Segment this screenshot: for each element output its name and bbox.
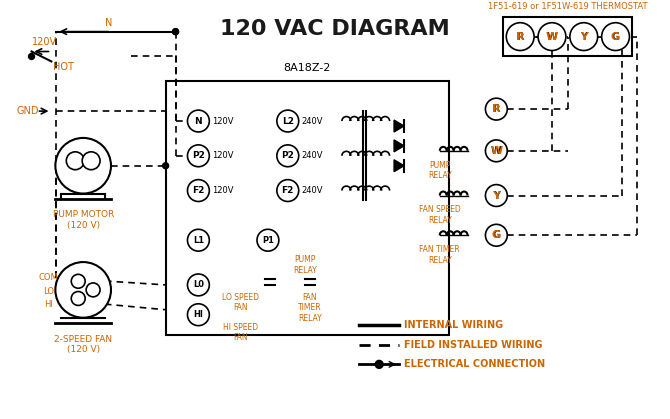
Circle shape: [486, 98, 507, 120]
Text: HI: HI: [44, 300, 53, 309]
Text: G: G: [611, 31, 620, 41]
Text: 2-SPEED FAN
(120 V): 2-SPEED FAN (120 V): [54, 335, 113, 354]
Circle shape: [486, 185, 507, 207]
Circle shape: [257, 229, 279, 251]
Text: P2: P2: [281, 151, 294, 160]
Text: PUMP
RELAY: PUMP RELAY: [293, 255, 316, 274]
Text: G: G: [492, 230, 501, 240]
Text: R: R: [517, 31, 524, 41]
Text: N: N: [105, 18, 113, 28]
Text: FAN
TIMER
RELAY: FAN TIMER RELAY: [297, 293, 322, 323]
Text: 1F51-619 or 1F51W-619 THERMOSTAT: 1F51-619 or 1F51W-619 THERMOSTAT: [488, 2, 648, 11]
Text: INTERNAL WIRING: INTERNAL WIRING: [404, 320, 503, 330]
Text: GND: GND: [17, 106, 39, 116]
Circle shape: [538, 23, 566, 51]
Text: HI: HI: [194, 310, 203, 319]
Text: W: W: [490, 146, 502, 156]
Text: 120V: 120V: [212, 186, 234, 195]
Text: PUMP MOTOR
(120 V): PUMP MOTOR (120 V): [52, 210, 114, 230]
Circle shape: [188, 180, 209, 202]
Text: LO: LO: [43, 287, 54, 296]
Text: Y: Y: [492, 191, 500, 201]
Text: L1: L1: [193, 236, 204, 245]
Text: Y: Y: [493, 191, 500, 201]
Text: W: W: [547, 31, 557, 41]
Circle shape: [82, 152, 100, 170]
Polygon shape: [394, 120, 404, 132]
Text: Y: Y: [580, 31, 588, 41]
Text: FIELD INSTALLED WIRING: FIELD INSTALLED WIRING: [404, 339, 543, 349]
Text: W: W: [546, 31, 558, 41]
Text: HI SPEED
FAN: HI SPEED FAN: [222, 323, 258, 342]
Text: F2: F2: [281, 186, 294, 195]
Text: HOT: HOT: [54, 62, 74, 72]
Text: 240V: 240V: [302, 151, 323, 160]
Text: 240V: 240V: [302, 186, 323, 195]
Text: F2: F2: [192, 186, 204, 195]
Circle shape: [66, 152, 84, 170]
FancyBboxPatch shape: [165, 81, 449, 335]
Circle shape: [29, 54, 35, 59]
Circle shape: [486, 140, 507, 162]
Text: 240V: 240V: [302, 116, 323, 126]
Text: L0: L0: [193, 280, 204, 290]
Text: LO SPEED
FAN: LO SPEED FAN: [222, 293, 259, 312]
Circle shape: [173, 28, 178, 35]
Circle shape: [277, 110, 299, 132]
Circle shape: [486, 224, 507, 246]
Circle shape: [188, 145, 209, 167]
Circle shape: [56, 262, 111, 318]
Circle shape: [173, 28, 178, 35]
Text: 8A18Z-2: 8A18Z-2: [283, 63, 331, 73]
Circle shape: [188, 110, 209, 132]
Circle shape: [375, 360, 383, 368]
Circle shape: [71, 274, 85, 288]
Circle shape: [56, 138, 111, 194]
Text: FAN SPEED
RELAY: FAN SPEED RELAY: [419, 205, 460, 225]
Text: 120V: 120V: [31, 36, 57, 47]
Text: N: N: [194, 116, 202, 126]
Text: W: W: [491, 146, 502, 156]
Text: 120 VAC DIAGRAM: 120 VAC DIAGRAM: [220, 19, 450, 39]
Text: R: R: [492, 104, 500, 114]
FancyBboxPatch shape: [503, 17, 632, 57]
Text: COM: COM: [39, 274, 58, 282]
Circle shape: [188, 229, 209, 251]
Text: 120V: 120V: [212, 151, 234, 160]
Circle shape: [277, 145, 299, 167]
Text: 120V: 120V: [212, 116, 234, 126]
Circle shape: [602, 23, 629, 51]
Polygon shape: [394, 160, 404, 172]
Circle shape: [188, 274, 209, 296]
Text: Y: Y: [580, 31, 588, 41]
Text: R: R: [492, 104, 500, 114]
Text: PUMP
RELAY: PUMP RELAY: [428, 161, 452, 180]
Text: G: G: [492, 230, 500, 240]
Circle shape: [163, 163, 169, 169]
Text: P1: P1: [262, 236, 274, 245]
Text: L2: L2: [282, 116, 293, 126]
Circle shape: [507, 23, 534, 51]
Polygon shape: [394, 140, 404, 152]
Text: G: G: [612, 31, 620, 41]
Circle shape: [71, 292, 85, 305]
Text: R: R: [516, 31, 525, 41]
Circle shape: [570, 23, 598, 51]
Circle shape: [188, 304, 209, 326]
Text: ELECTRICAL CONNECTION: ELECTRICAL CONNECTION: [404, 360, 545, 370]
Text: FAN TIMER
RELAY: FAN TIMER RELAY: [419, 245, 460, 264]
Text: P2: P2: [192, 151, 205, 160]
Circle shape: [277, 180, 299, 202]
Circle shape: [86, 283, 100, 297]
